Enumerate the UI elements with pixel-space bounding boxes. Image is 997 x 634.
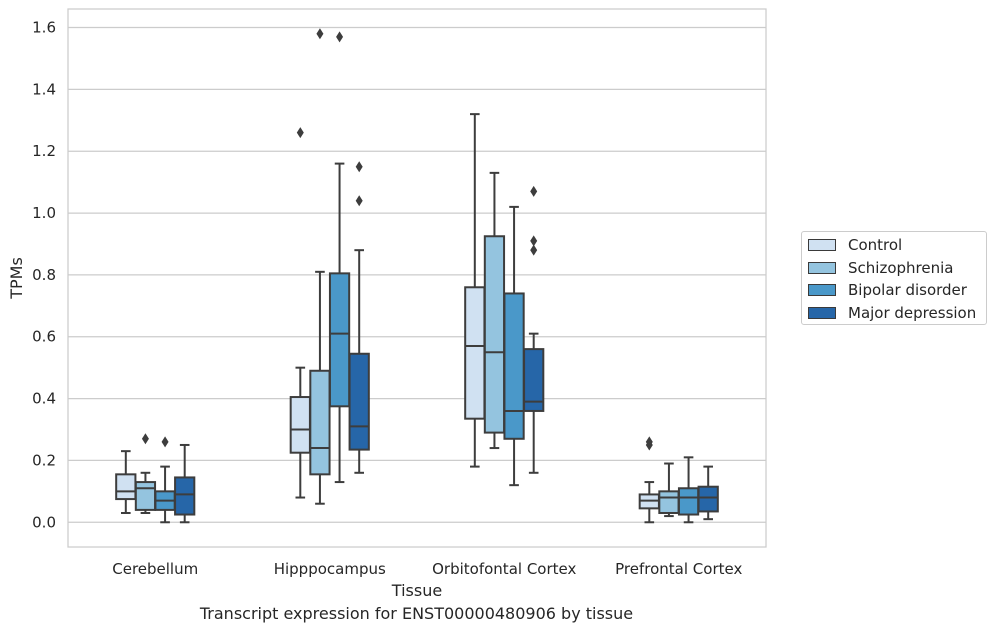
legend-item: Bipolar disorder [808, 280, 967, 300]
box-iqr [348, 352, 370, 451]
x-tick-label: Cerebellum [112, 560, 198, 578]
box [523, 185, 545, 474]
series-schizophrenia [134, 28, 680, 518]
outlier-point [336, 31, 344, 43]
legend-label: Bipolar disorder [848, 281, 967, 299]
y-tick-label: 0.6 [32, 328, 56, 346]
box [154, 436, 176, 524]
box [503, 205, 525, 487]
y-tick-label: 1.4 [32, 80, 56, 98]
chart-title: Transcript expression for ENST0000048090… [199, 604, 634, 623]
box-iqr [523, 348, 545, 412]
box [483, 171, 506, 450]
box-iqr [464, 286, 486, 420]
box [638, 436, 660, 524]
box-series [115, 28, 719, 524]
legend-label: Schizophrenia [848, 258, 954, 277]
y-tick-label: 1.2 [32, 142, 56, 160]
plot-area-frame [67, 8, 767, 548]
outlier-point [530, 185, 538, 197]
y-tick-label: 0.0 [32, 513, 56, 531]
x-tick-label: Prefrontal Cortex [615, 560, 742, 578]
y-tick-label: 0.2 [32, 451, 56, 469]
box-iqr [677, 487, 700, 516]
legend-swatch [808, 261, 836, 274]
outlier-point [296, 127, 304, 139]
series-control [115, 113, 660, 524]
y-tick-label: 1.0 [32, 204, 56, 222]
x-axis-ticks: Cerebellum Hipppocampus Orbitofontal Corte… [112, 560, 742, 578]
legend-item: Major depression [808, 303, 976, 323]
box [658, 462, 680, 518]
x-axis-label: Tissue [391, 581, 442, 600]
box [348, 161, 370, 474]
outlier-point [645, 436, 653, 448]
outlier-point [530, 235, 538, 247]
box [464, 113, 486, 468]
box-iqr [134, 481, 157, 511]
outlier-point [355, 195, 363, 207]
legend-swatch [808, 284, 836, 296]
legend-label: Control [848, 236, 903, 254]
y-tick-label: 0.8 [32, 266, 56, 284]
y-tick-label: 0.4 [32, 390, 56, 408]
box-iqr [309, 369, 331, 476]
legend-item: Control [808, 235, 902, 255]
box-iqr [328, 272, 351, 408]
outlier-point [141, 433, 149, 445]
legend: Control Schizophrenia Bipolar disorder Majo… [801, 231, 987, 325]
outlier-point [530, 244, 538, 256]
legend-label: Major depression [848, 303, 977, 322]
box [115, 450, 137, 514]
box [174, 443, 196, 524]
box [289, 127, 311, 499]
x-tick-label: Orbitofontal Cortex [432, 560, 576, 578]
box-iqr [115, 473, 137, 501]
box [328, 31, 351, 484]
box [677, 456, 700, 524]
gridlines [68, 26, 766, 523]
box-iqr [289, 396, 311, 454]
y-axis-ticks: 0.0 0.2 0.4 0.6 0.8 1.0 1.2 1.4 1.6 [32, 19, 56, 532]
box-iqr [483, 235, 506, 434]
legend-swatch [808, 239, 836, 251]
outlier-point [355, 161, 363, 173]
legend-item: Schizophrenia [808, 258, 953, 278]
legend-swatch [808, 306, 836, 319]
x-tick-label: Hipppocampus [274, 560, 386, 578]
box [697, 465, 719, 521]
box [309, 28, 331, 505]
series-bipolar-disorder [154, 31, 700, 524]
box-iqr [697, 485, 719, 513]
box [134, 433, 157, 514]
box-iqr [503, 292, 525, 440]
outlier-point [161, 436, 169, 448]
outlier-point [316, 28, 324, 40]
series-major-depression [174, 161, 719, 524]
y-tick-label: 1.6 [32, 19, 56, 37]
box-iqr [658, 490, 680, 514]
box-iqr [174, 476, 196, 516]
y-axis-label: TPMs [7, 257, 26, 300]
